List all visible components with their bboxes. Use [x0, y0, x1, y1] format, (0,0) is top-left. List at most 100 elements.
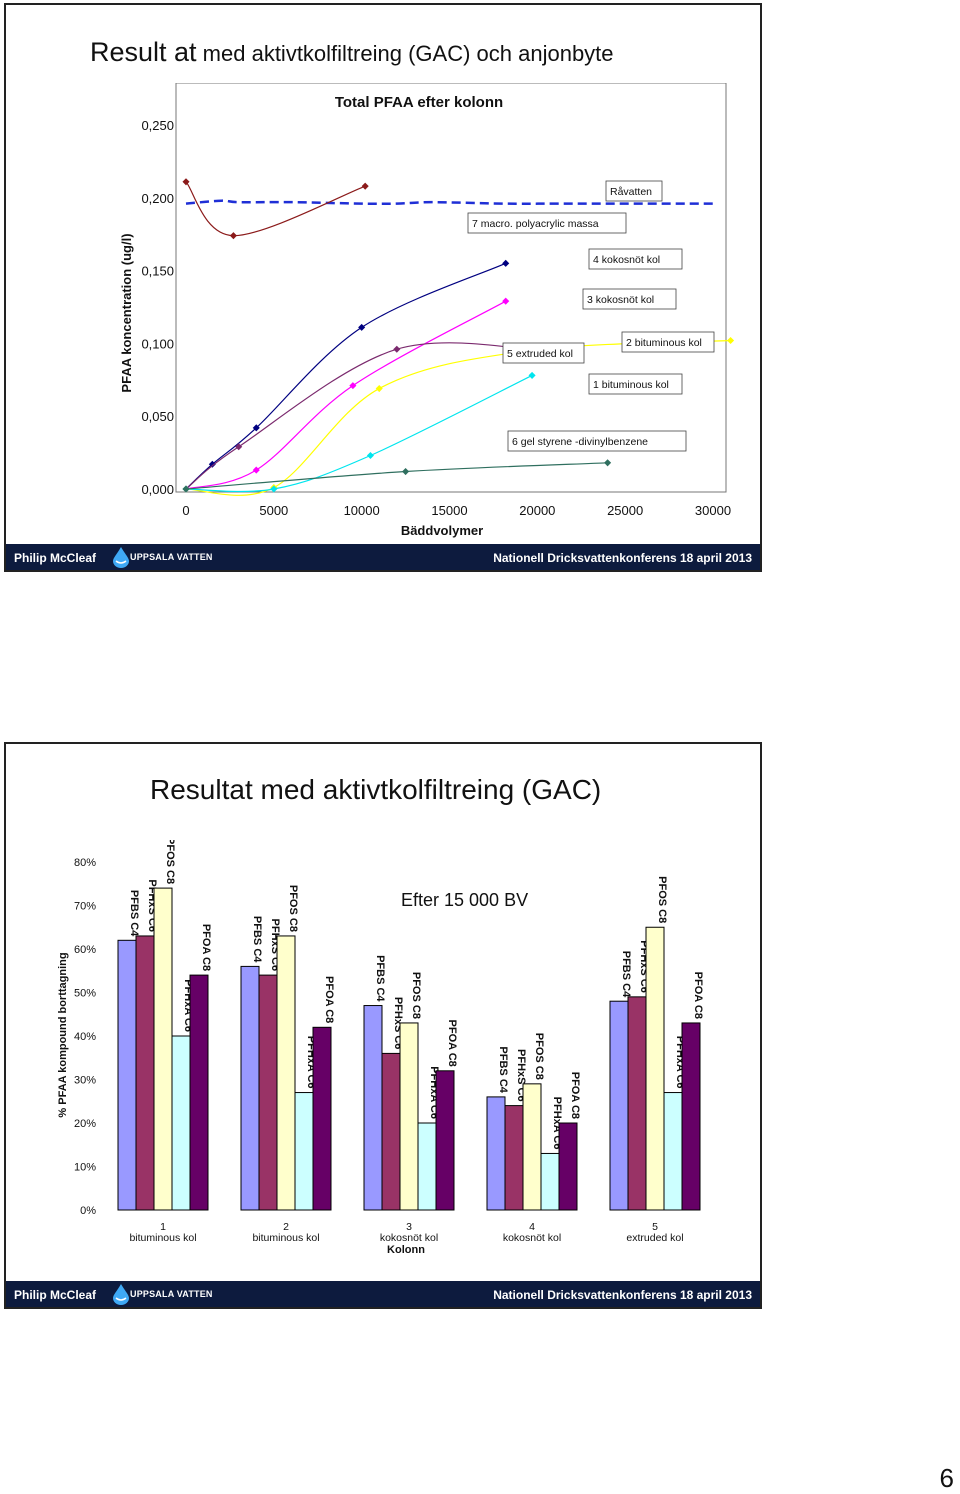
x-tick-label: 5000 [259, 503, 288, 518]
bar [504, 1105, 524, 1211]
data-point [229, 232, 237, 240]
bar [645, 926, 665, 1211]
slide-title: Result at med aktivtkolfiltreing (GAC) o… [90, 37, 760, 68]
bar [363, 1005, 383, 1211]
series-label: 2 bituminous kol [626, 337, 702, 349]
y-axis-label: % PFAA kompound borttagning [57, 952, 69, 1117]
y-tick-label: 70% [74, 901, 96, 913]
bar [681, 1022, 701, 1211]
bar [417, 1122, 437, 1211]
y-tick-label: 0,200 [141, 191, 174, 206]
x-tick-label: 30000 [695, 503, 731, 518]
y-tick-label: 0,050 [141, 409, 174, 424]
series-label: 3 kokosnöt kol [587, 294, 654, 306]
series-label-box [582, 288, 677, 310]
bar [117, 939, 137, 1211]
data-point [604, 459, 612, 467]
footer-conference: Nationell Dricksvattenkonferens 18 april… [493, 551, 752, 565]
y-tick-label: 40% [74, 1031, 96, 1043]
bar [153, 887, 173, 1211]
bar [276, 935, 296, 1211]
bar [312, 1026, 332, 1211]
bar-label: PFBS C4 [620, 951, 632, 998]
bar-label: PFBS C4 [374, 955, 386, 1002]
data-point [182, 178, 190, 186]
y-axis-label: PFAA koncentration (ug/l) [119, 233, 134, 392]
slide-1: Result at med aktivtkolfiltreing (GAC) o… [4, 3, 762, 572]
series-label: 7 macro. polyacrylic massa [472, 218, 599, 230]
data-point [252, 424, 260, 432]
x-tick-label: 10000 [344, 503, 380, 518]
data-point [182, 485, 190, 493]
x-tick-label: 0 [182, 503, 189, 518]
footer: Philip McCleaf UPPSALA VATTEN Nationell … [6, 1281, 760, 1307]
y-tick-label: 0,250 [141, 118, 174, 133]
data-point [528, 371, 536, 379]
bar [294, 1092, 314, 1211]
line-chart: Total PFAA efter kolonn 0,000 0,050 0,100 0,… [119, 83, 735, 538]
y-tick-label: 0,150 [141, 264, 174, 279]
category-label: 2 [283, 1221, 289, 1233]
category-label: 3 [406, 1221, 412, 1233]
bar [486, 1096, 506, 1211]
data-point [502, 259, 510, 267]
x-tick-label: 15000 [431, 503, 467, 518]
series-line [185, 300, 507, 490]
series-label-box [467, 212, 627, 234]
bar [189, 974, 209, 1211]
series-line [185, 342, 555, 490]
water-drop-logo-icon [113, 1284, 129, 1305]
bar-label: PFOA C8 [323, 976, 335, 1023]
bar [627, 996, 647, 1211]
series-line [185, 199, 713, 206]
title-main: Result at [90, 37, 197, 67]
data-point [727, 336, 735, 345]
category-label: 4 [529, 1221, 535, 1233]
category-label: bituminous kol [252, 1232, 319, 1244]
bar-label: PFBS C4 [128, 890, 140, 937]
bar [609, 1000, 629, 1211]
category-label: kokosnöt kol [503, 1232, 561, 1244]
bar [558, 1122, 578, 1211]
bar [171, 1035, 191, 1211]
annotation-label: Efter 15 000 BV [401, 890, 528, 910]
bar-chart: 0% 10% 20% 30% 40% 50% 60% 70% 80% % PFAA kompoun… [57, 840, 721, 1256]
data-point [252, 466, 260, 474]
footer-author: Philip McCleaf [14, 1288, 97, 1302]
chart-title: Total PFAA efter kolonn [335, 94, 503, 111]
bar-label: PFOA C8 [200, 924, 212, 971]
y-tick-label: 80% [74, 857, 96, 869]
y-tick-label: 50% [74, 988, 96, 1000]
category-label: bituminous kol [129, 1232, 196, 1244]
series-label: 6 gel styrene -divinylbenzene [512, 436, 648, 448]
bar [540, 1152, 560, 1211]
footer-conference: Nationell Dricksvattenkonferens 18 april… [493, 1288, 752, 1302]
data-point [270, 485, 278, 493]
title-rest: med aktivtkolfiltreing (GAC) och anjonby… [196, 41, 614, 66]
y-tick-label: 10% [74, 1162, 96, 1174]
bar-label: PFOA C8 [446, 1020, 458, 1067]
footer: Philip McCleaf UPPSALA VATTEN Nationell … [6, 544, 760, 570]
series-label-box [507, 430, 687, 452]
annotation-box [394, 884, 584, 912]
slide-2: Resultat med aktivtkolfiltreing (GAC) 0%… [4, 742, 762, 1309]
bar [258, 974, 278, 1211]
bar [240, 965, 260, 1211]
data-point [235, 443, 243, 451]
data-point [366, 451, 374, 460]
plot-area [175, 83, 727, 493]
bar [435, 1070, 455, 1211]
series-label: 1 bituminous kol [593, 379, 669, 391]
data-point [375, 385, 383, 393]
series-line [185, 339, 731, 496]
bar [135, 935, 155, 1211]
series-label-box [502, 342, 585, 364]
x-tick-label: 25000 [607, 503, 643, 518]
series-label-box [588, 248, 683, 270]
footer-logo: UPPSALA VATTEN [130, 552, 213, 562]
data-point [349, 382, 357, 390]
bar-label: PFOA C8 [692, 972, 704, 1019]
bar-label: PFBS C4 [251, 916, 263, 963]
category-label: kokosnöt kol [380, 1232, 438, 1244]
data-point [361, 182, 369, 190]
